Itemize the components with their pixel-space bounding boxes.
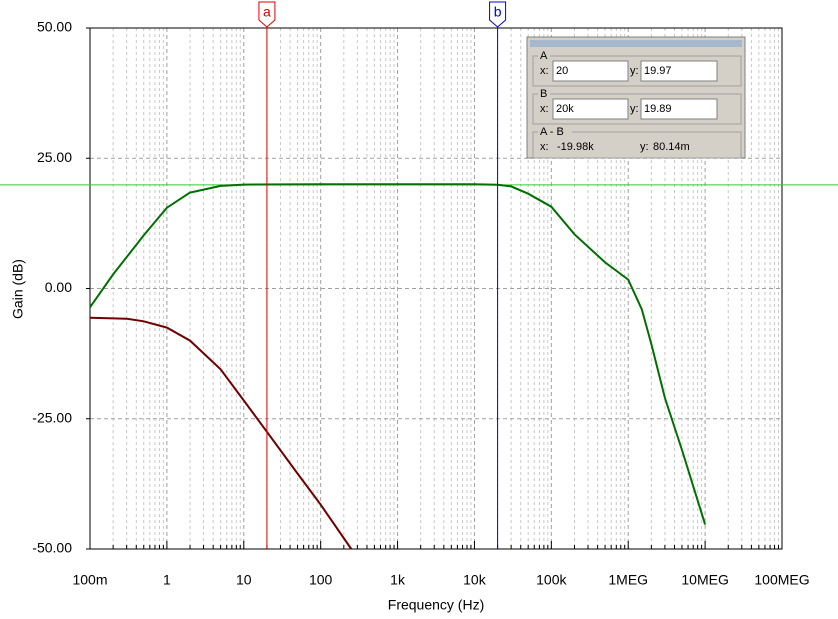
readout-title: B: [540, 88, 547, 100]
readout-y-label: y:: [630, 103, 639, 115]
y-tick-label: 50.00: [37, 19, 72, 35]
y-axis-title: Gain (dB): [10, 259, 26, 319]
x-tick-label: 1: [163, 572, 171, 588]
readout-x-label: x:: [540, 103, 549, 115]
readout-y-value: 80.14m: [653, 141, 690, 153]
group-title-bg: [538, 89, 550, 99]
plot-frame: [89, 27, 783, 550]
x-tick-label: 1MEG: [608, 572, 648, 588]
readout-y-label: y:: [640, 141, 649, 153]
x-field: [552, 98, 629, 120]
cursor-label: b: [494, 4, 502, 20]
x-field: [552, 60, 629, 82]
readout-y-value: 19.89: [644, 103, 672, 115]
readout-title: A - B: [540, 126, 564, 138]
y-tick-label: 0.00: [45, 279, 72, 295]
cursor-flag: [489, 1, 507, 28]
y-tick-label: 25.00: [37, 149, 72, 165]
panel-bg: [526, 36, 746, 159]
readout-group: [532, 131, 742, 159]
readout-x-value: -19.98k: [557, 141, 594, 153]
group-title-bg: [538, 51, 550, 61]
x-tick-label: 10: [236, 572, 252, 588]
readout-y-value: 19.97: [644, 65, 672, 77]
group-title-bg: [538, 127, 572, 137]
readout-panel: Ax: y: 20 19.97 Bx: y: 20k 19.89 A - B x: y: -19.98…: [526, 36, 746, 159]
y-tick-label: -25.00: [32, 409, 72, 425]
readout-group: [532, 55, 742, 87]
readout-title: A: [540, 50, 548, 62]
readout-x-value: 20: [556, 65, 568, 77]
y-tick-label: -50.00: [32, 540, 72, 556]
x-tick-label: 1k: [390, 572, 406, 588]
x-tick-label: 10MEG: [681, 572, 728, 588]
x-tick-label: 100: [309, 572, 333, 588]
cursor-label: a: [263, 4, 271, 20]
y-field: [640, 98, 718, 120]
readout-x-label: x:: [540, 65, 549, 77]
x-axis-title: Frequency (Hz): [388, 597, 484, 613]
panel-titlebar: [530, 40, 742, 47]
y-field: [640, 60, 718, 82]
x-tick-label: 100k: [536, 572, 567, 588]
readout-x-label: x:: [540, 141, 549, 153]
x-tick-label: 100m: [72, 572, 107, 588]
cursor-flag: [258, 1, 276, 28]
x-tick-label: 100MEG: [754, 572, 809, 588]
readout-y-label: y:: [630, 65, 639, 77]
readout-x-value: 20k: [556, 103, 574, 115]
readout-group: [532, 93, 742, 125]
series-line: [89, 183, 707, 525]
series-line: [89, 316, 353, 550]
x-tick-label: 10k: [463, 572, 487, 588]
